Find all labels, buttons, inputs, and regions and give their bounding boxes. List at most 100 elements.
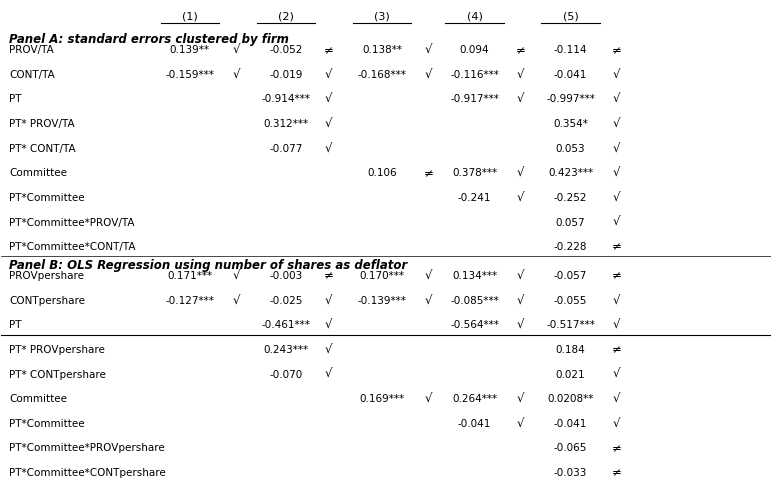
Text: (5): (5) xyxy=(563,12,578,22)
Text: √: √ xyxy=(425,392,432,406)
Text: √: √ xyxy=(517,167,524,180)
Text: 0.423***: 0.423*** xyxy=(548,168,593,178)
Text: PT*Committee*CONT/TA: PT*Committee*CONT/TA xyxy=(9,242,136,252)
Text: ≠: ≠ xyxy=(323,44,334,57)
Text: CONTpershare: CONTpershare xyxy=(9,296,85,306)
Text: Committee: Committee xyxy=(9,394,67,404)
Text: 0.243***: 0.243*** xyxy=(263,345,309,355)
Text: (4): (4) xyxy=(466,12,482,22)
Text: √: √ xyxy=(517,418,524,430)
Text: 0.264***: 0.264*** xyxy=(452,394,497,404)
Text: PT*Committee: PT*Committee xyxy=(9,419,85,429)
Text: -0.228: -0.228 xyxy=(554,242,587,252)
Text: √: √ xyxy=(613,392,621,406)
Text: -0.914***: -0.914*** xyxy=(262,94,310,104)
Text: (1): (1) xyxy=(182,12,198,22)
Text: 0.0208**: 0.0208** xyxy=(547,394,594,404)
Text: -0.041: -0.041 xyxy=(554,419,587,429)
Text: PROV/TA: PROV/TA xyxy=(9,46,54,56)
Text: PT*Committee*CONTpershare: PT*Committee*CONTpershare xyxy=(9,468,166,478)
Text: √: √ xyxy=(324,294,332,307)
Text: (2): (2) xyxy=(278,12,294,22)
Text: -0.997***: -0.997*** xyxy=(546,94,595,104)
Text: √: √ xyxy=(232,270,240,282)
Text: -0.057: -0.057 xyxy=(554,271,587,281)
Text: 0.138**: 0.138** xyxy=(362,46,402,56)
Text: √: √ xyxy=(324,93,332,106)
Text: -0.168***: -0.168*** xyxy=(357,70,407,80)
Text: -0.116***: -0.116*** xyxy=(450,70,499,80)
Text: -0.041: -0.041 xyxy=(554,70,587,80)
Text: -0.564***: -0.564*** xyxy=(450,320,499,330)
Text: ≠: ≠ xyxy=(612,240,621,254)
Text: √: √ xyxy=(232,68,240,82)
Text: √: √ xyxy=(613,192,621,204)
Text: PT* CONTpershare: PT* CONTpershare xyxy=(9,370,106,380)
Text: √: √ xyxy=(324,368,332,381)
Text: -0.917***: -0.917*** xyxy=(450,94,499,104)
Text: PT: PT xyxy=(9,94,22,104)
Text: -0.019: -0.019 xyxy=(269,70,303,80)
Text: 0.169***: 0.169*** xyxy=(360,394,405,404)
Text: 0.312***: 0.312*** xyxy=(263,119,309,129)
Text: √: √ xyxy=(517,270,524,282)
Text: 0.354*: 0.354* xyxy=(554,119,588,129)
Text: ≠: ≠ xyxy=(612,466,621,479)
Text: √: √ xyxy=(232,294,240,307)
Text: PT* CONT/TA: PT* CONT/TA xyxy=(9,144,76,154)
Text: √: √ xyxy=(517,93,524,106)
Text: PT* PROVpershare: PT* PROVpershare xyxy=(9,345,105,355)
Text: 0.170***: 0.170*** xyxy=(360,271,405,281)
Text: √: √ xyxy=(613,167,621,180)
Text: Committee: Committee xyxy=(9,168,67,178)
Text: √: √ xyxy=(517,319,524,332)
Text: ≠: ≠ xyxy=(612,270,621,282)
Text: 0.053: 0.053 xyxy=(556,144,585,154)
Text: 0.171***: 0.171*** xyxy=(168,271,212,281)
Text: ≠: ≠ xyxy=(323,270,334,282)
Text: PROVpershare: PROVpershare xyxy=(9,271,84,281)
Text: √: √ xyxy=(613,118,621,130)
Text: √: √ xyxy=(517,192,524,204)
Text: √: √ xyxy=(517,294,524,307)
Text: ≠: ≠ xyxy=(423,167,433,180)
Text: √: √ xyxy=(613,68,621,82)
Text: 0.378***: 0.378*** xyxy=(452,168,497,178)
Text: -0.085***: -0.085*** xyxy=(450,296,499,306)
Text: √: √ xyxy=(425,294,432,307)
Text: √: √ xyxy=(613,216,621,229)
Text: √: √ xyxy=(517,392,524,406)
Text: 0.106: 0.106 xyxy=(367,168,397,178)
Text: PT*Committee*PROVpershare: PT*Committee*PROVpershare xyxy=(9,444,165,454)
Text: √: √ xyxy=(613,294,621,307)
Text: √: √ xyxy=(324,319,332,332)
Text: -0.055: -0.055 xyxy=(554,296,587,306)
Text: -0.052: -0.052 xyxy=(269,46,303,56)
Text: 0.021: 0.021 xyxy=(556,370,585,380)
Text: √: √ xyxy=(425,44,432,57)
Text: -0.041: -0.041 xyxy=(458,419,491,429)
Text: √: √ xyxy=(613,368,621,381)
Text: -0.070: -0.070 xyxy=(269,370,303,380)
Text: √: √ xyxy=(613,319,621,332)
Text: -0.077: -0.077 xyxy=(269,144,303,154)
Text: √: √ xyxy=(425,68,432,82)
Text: (3): (3) xyxy=(374,12,390,22)
Text: Panel A: standard errors clustered by firm: Panel A: standard errors clustered by fi… xyxy=(9,34,289,46)
Text: √: √ xyxy=(613,142,621,155)
Text: 0.184: 0.184 xyxy=(556,345,585,355)
Text: ≠: ≠ xyxy=(612,44,621,57)
Text: √: √ xyxy=(613,418,621,430)
Text: √: √ xyxy=(324,118,332,130)
Text: PT*Committee: PT*Committee xyxy=(9,193,85,203)
Text: -0.517***: -0.517*** xyxy=(546,320,595,330)
Text: -0.241: -0.241 xyxy=(458,193,491,203)
Text: 0.134***: 0.134*** xyxy=(452,271,497,281)
Text: PT: PT xyxy=(9,320,22,330)
Text: -0.159***: -0.159*** xyxy=(165,70,215,80)
Text: -0.065: -0.065 xyxy=(554,444,587,454)
Text: 0.094: 0.094 xyxy=(459,46,489,56)
Text: √: √ xyxy=(324,68,332,82)
Text: -0.003: -0.003 xyxy=(269,271,303,281)
Text: 0.057: 0.057 xyxy=(556,218,585,228)
